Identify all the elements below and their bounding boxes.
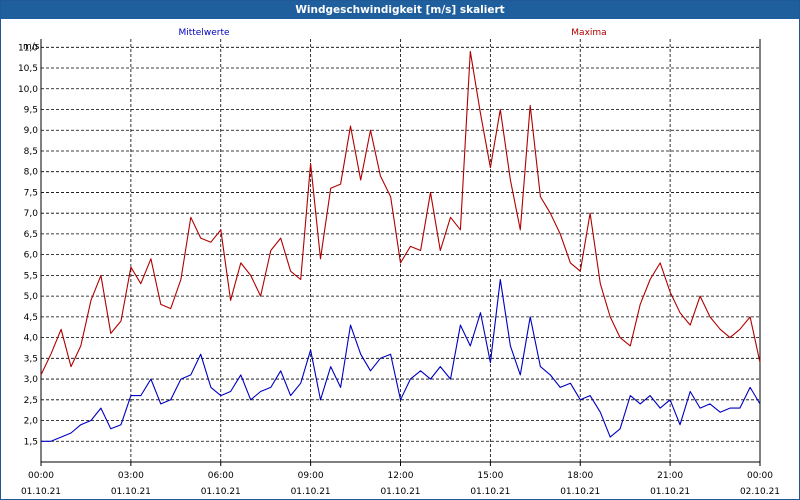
y-tick-label: 8,5 (24, 147, 38, 157)
y-tick-label: 5,0 (24, 292, 39, 302)
series-line-mittelwerte (41, 278, 761, 442)
series-layer (40, 50, 761, 442)
y-axis-unit-label: m/s (23, 42, 40, 52)
x-tick-time: 12:00 (388, 471, 414, 481)
y-tick-label: 1,5 (24, 437, 38, 447)
y-tick-label: 10,0 (18, 85, 38, 95)
x-tick-time: 00:00 (28, 471, 54, 481)
series-line-maxima (40, 50, 761, 376)
y-tick-label: 6,0 (24, 251, 39, 261)
y-tick-label: 3,0 (24, 375, 39, 385)
x-tick-date: 01.10.21 (650, 487, 690, 497)
y-tick-label: 2,5 (24, 396, 38, 406)
y-tick-label: 8,0 (24, 168, 39, 178)
y-tick-label: 5,5 (24, 271, 38, 281)
x-tick-date: 01.10.21 (291, 487, 331, 497)
x-tick-time: 00:00 (747, 471, 773, 481)
legend-mean: Mittelwerte (178, 28, 229, 38)
x-tick-date: 01.10.21 (111, 487, 151, 497)
x-tick-time: 09:00 (298, 471, 324, 481)
x-tick-date: 01.10.21 (380, 487, 420, 497)
y-tick-label: 9,0 (24, 126, 39, 136)
x-tick-time: 21:00 (657, 471, 683, 481)
y-tick-label: 11,0 (18, 43, 38, 53)
y-tick-label: 10,5 (18, 64, 38, 74)
legend-max: Maxima (571, 28, 606, 38)
y-tick-label: 6,5 (24, 230, 38, 240)
x-tick-date: 01.10.21 (201, 487, 241, 497)
y-tick-label: 7,5 (24, 188, 38, 198)
y-tick-label: 4,0 (24, 334, 39, 344)
y-tick-label: 9,5 (24, 106, 38, 116)
y-tick-label: 4,5 (24, 313, 38, 323)
y-tick-label: 3,5 (24, 354, 38, 364)
x-tick-date: 02.10.21 (740, 487, 780, 497)
window-title: Windgeschwindigkeit [m/s] skaliert (1, 1, 799, 19)
x-tick-time: 03:00 (118, 471, 144, 481)
x-tick-date: 01.10.21 (470, 487, 510, 497)
x-tick-date: 01.10.21 (560, 487, 600, 497)
x-tick-time: 06:00 (208, 471, 234, 481)
axis-layer: 1,5 2,0 2,5 3,0 3,5 4,0 4,5 5,0 5,5 6,0 6,5 7,0 7,5 8… (18, 39, 780, 497)
x-tick-time: 18:00 (567, 471, 593, 481)
x-tick-time: 15:00 (477, 471, 503, 481)
y-tick-label: 2,0 (24, 417, 39, 427)
y-tick-label: 7,0 (24, 209, 39, 219)
x-tick-date: 01.10.21 (21, 487, 61, 497)
grid-layer (41, 39, 760, 462)
